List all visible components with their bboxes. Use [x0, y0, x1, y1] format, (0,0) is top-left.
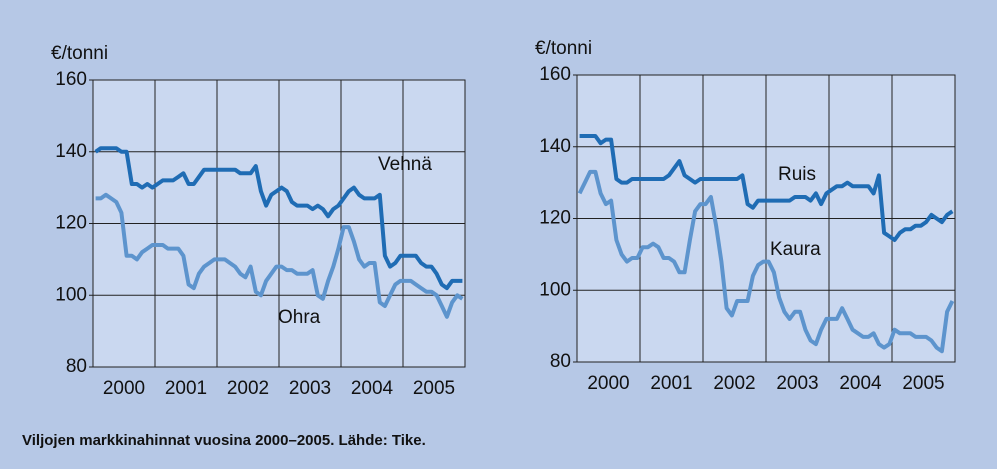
- y-tick-label: 100: [539, 279, 571, 300]
- y-tick-label: 160: [55, 69, 87, 90]
- x-tick-label: 2001: [650, 373, 692, 394]
- series-line: [95, 192, 464, 319]
- y-tick-label: 80: [66, 356, 87, 377]
- series-label: Ohra: [278, 307, 321, 328]
- y-tick-label: 80: [550, 351, 571, 372]
- series-line: [579, 134, 954, 242]
- x-tick-label: 2004: [839, 373, 882, 394]
- y-tick-label: 120: [55, 213, 87, 234]
- series-label: Vehnä: [378, 154, 432, 175]
- series-line: [94, 146, 463, 291]
- x-tick-label: 2003: [776, 373, 818, 394]
- x-tick-label: 2000: [103, 378, 145, 399]
- y-tick-label: 160: [539, 64, 571, 85]
- y-tick-label: 120: [539, 208, 571, 229]
- x-tick-label: 2001: [165, 378, 207, 399]
- y-tick-label: 140: [55, 141, 87, 162]
- series-line: [577, 169, 955, 354]
- x-tick-label: 2002: [227, 378, 269, 399]
- series-label: Ruis: [778, 164, 816, 185]
- x-tick-label: 2005: [902, 373, 944, 394]
- series-label: Kaura: [770, 239, 821, 260]
- x-tick-label: 2000: [587, 373, 629, 394]
- x-tick-label: 2005: [413, 378, 455, 399]
- x-tick-label: 2004: [351, 378, 394, 399]
- y-tick-label: 100: [55, 284, 87, 305]
- x-tick-label: 2003: [289, 378, 331, 399]
- caption: Viljojen markkinahinnat vuosina 2000–200…: [22, 432, 426, 449]
- y-axis-label: €/tonni: [535, 38, 592, 59]
- y-axis-label: €/tonni: [51, 43, 108, 64]
- x-tick-label: 2002: [713, 373, 755, 394]
- y-tick-label: 140: [539, 136, 571, 157]
